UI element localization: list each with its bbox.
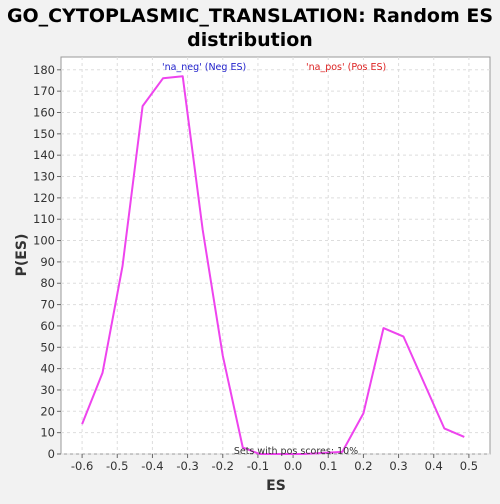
plot-area (60, 56, 491, 455)
x-tick-label: -0.2 (212, 459, 234, 473)
y-tick-label: 180 (33, 63, 55, 77)
y-tick-label: 50 (40, 340, 55, 354)
x-tick-label: -0.1 (247, 459, 269, 473)
y-axis: 0 10 20 30 40 50 60 70 80 90 100 110 120 130 140 150 160… (33, 63, 61, 461)
y-tick-label: 80 (40, 276, 55, 290)
x-tick-label: 0.0 (284, 459, 302, 473)
x-tick-label: 0.2 (354, 459, 372, 473)
x-tick-label: -0.3 (176, 459, 198, 473)
y-tick-label: 90 (40, 255, 55, 269)
grid-lines (61, 57, 490, 455)
x-tick-label: -0.5 (106, 459, 128, 473)
y-tick-label: 100 (33, 234, 55, 248)
x-tick-label: -0.6 (71, 459, 93, 473)
series-line (81, 75, 465, 455)
y-tick-label: 0 (48, 447, 55, 461)
series-layer (81, 75, 465, 455)
y-tick-label: 150 (33, 127, 55, 141)
y-tick-label: 20 (40, 404, 55, 418)
x-tick-label: 0.3 (389, 459, 407, 473)
x-tick-label: 0.5 (460, 459, 478, 473)
y-tick-label: 60 (40, 319, 55, 333)
x-tick-label: 0.4 (425, 459, 443, 473)
y-tick-label: 30 (40, 383, 55, 397)
y-tick-label: 170 (33, 84, 55, 98)
x-axis-label: ES (266, 478, 286, 494)
chart-title-line-1: GO_CYTOPLASMIC_TRANSLATION: Random ES (7, 5, 493, 27)
y-tick-label: 140 (33, 148, 55, 162)
y-tick-label: 160 (33, 105, 55, 119)
legend-entry-pos: 'na_pos' (Pos ES) (306, 62, 386, 73)
x-tick-label: -0.4 (141, 459, 163, 473)
x-axis: -0.6 -0.5 -0.4 -0.3 -0.2 -0.1 0.0 0.1 0.2 0.3 0.4 0… (71, 454, 478, 473)
x-tick-label: 0.1 (319, 459, 337, 473)
y-tick-label: 130 (33, 170, 55, 184)
y-tick-label: 10 (40, 426, 55, 440)
y-tick-label: 40 (40, 362, 55, 376)
y-tick-label: 110 (33, 212, 55, 226)
y-axis-label: P(ES) (14, 234, 30, 277)
chart-title-line-2: distribution (187, 29, 313, 51)
pos-scores-annotation: Sets with pos scores: 10% (234, 446, 358, 457)
legend-entry-neg: 'na_neg' (Neg ES) (162, 62, 246, 73)
y-tick-label: 70 (40, 298, 55, 312)
y-tick-label: 120 (33, 191, 55, 205)
